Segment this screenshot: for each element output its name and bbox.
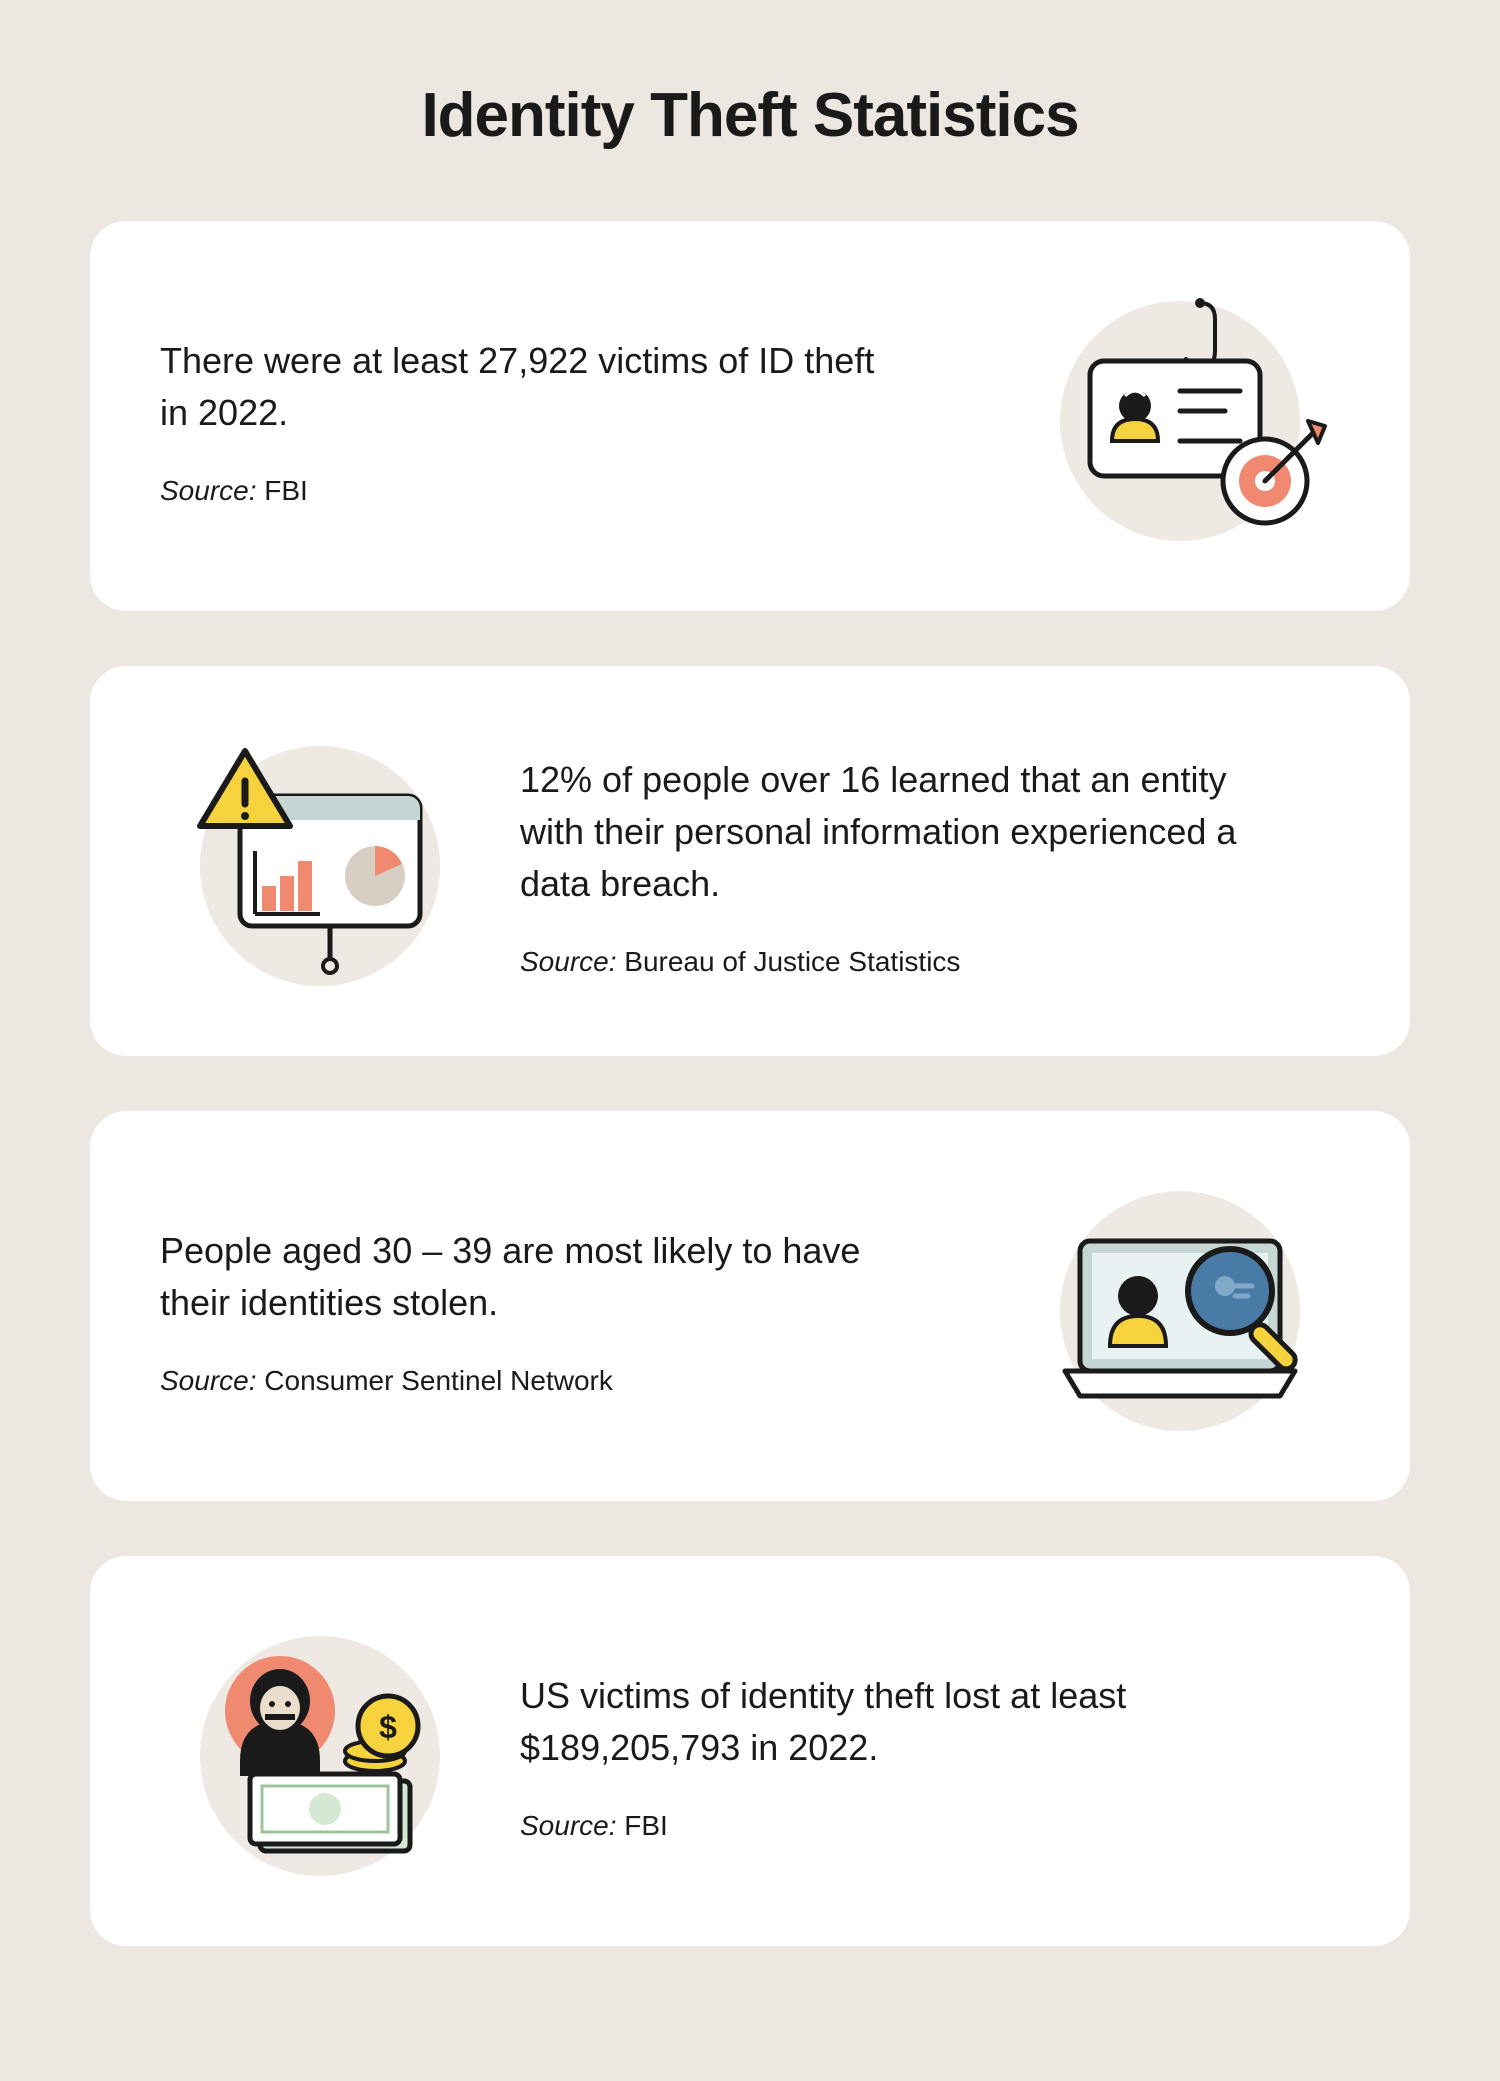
id-card-target-icon xyxy=(1020,281,1340,561)
source-label: Source: xyxy=(160,475,257,506)
source-label: Source: xyxy=(520,946,617,977)
stat-card: $ US victims of identity theft lost at l… xyxy=(90,1556,1410,1946)
card-text-block: 12% of people over 16 learned that an en… xyxy=(520,754,1340,979)
source-label: Source: xyxy=(160,1365,257,1396)
card-text-block: People aged 30 – 39 are most likely to h… xyxy=(160,1225,980,1397)
source-value: FBI xyxy=(624,1810,668,1841)
source-value: Consumer Sentinel Network xyxy=(264,1365,613,1396)
source-label: Source: xyxy=(520,1810,617,1841)
stat-card: People aged 30 – 39 are most likely to h… xyxy=(90,1111,1410,1501)
warning-dashboard-icon xyxy=(160,726,480,1006)
card-text-block: US victims of identity theft lost at lea… xyxy=(520,1670,1340,1842)
stat-source: Source: Consumer Sentinel Network xyxy=(160,1365,980,1397)
stat-card: There were at least 27,922 victims of ID… xyxy=(90,221,1410,611)
stat-source: Source: FBI xyxy=(520,1810,1340,1842)
stat-fact: There were at least 27,922 victims of ID… xyxy=(160,335,880,439)
stat-fact: 12% of people over 16 learned that an en… xyxy=(520,754,1240,911)
stat-fact: US victims of identity theft lost at lea… xyxy=(520,1670,1240,1774)
source-value: Bureau of Justice Statistics xyxy=(624,946,960,977)
card-text-block: There were at least 27,922 victims of ID… xyxy=(160,335,980,507)
svg-text:$: $ xyxy=(379,1709,397,1745)
stat-source: Source: FBI xyxy=(160,475,980,507)
thief-money-icon: $ xyxy=(160,1616,480,1896)
stat-source: Source: Bureau of Justice Statistics xyxy=(520,946,1340,978)
source-value: FBI xyxy=(264,475,308,506)
laptop-magnifier-icon xyxy=(1020,1171,1340,1451)
stat-fact: People aged 30 – 39 are most likely to h… xyxy=(160,1225,880,1329)
stat-card: 12% of people over 16 learned that an en… xyxy=(90,666,1410,1056)
page-title: Identity Theft Statistics xyxy=(90,80,1410,151)
